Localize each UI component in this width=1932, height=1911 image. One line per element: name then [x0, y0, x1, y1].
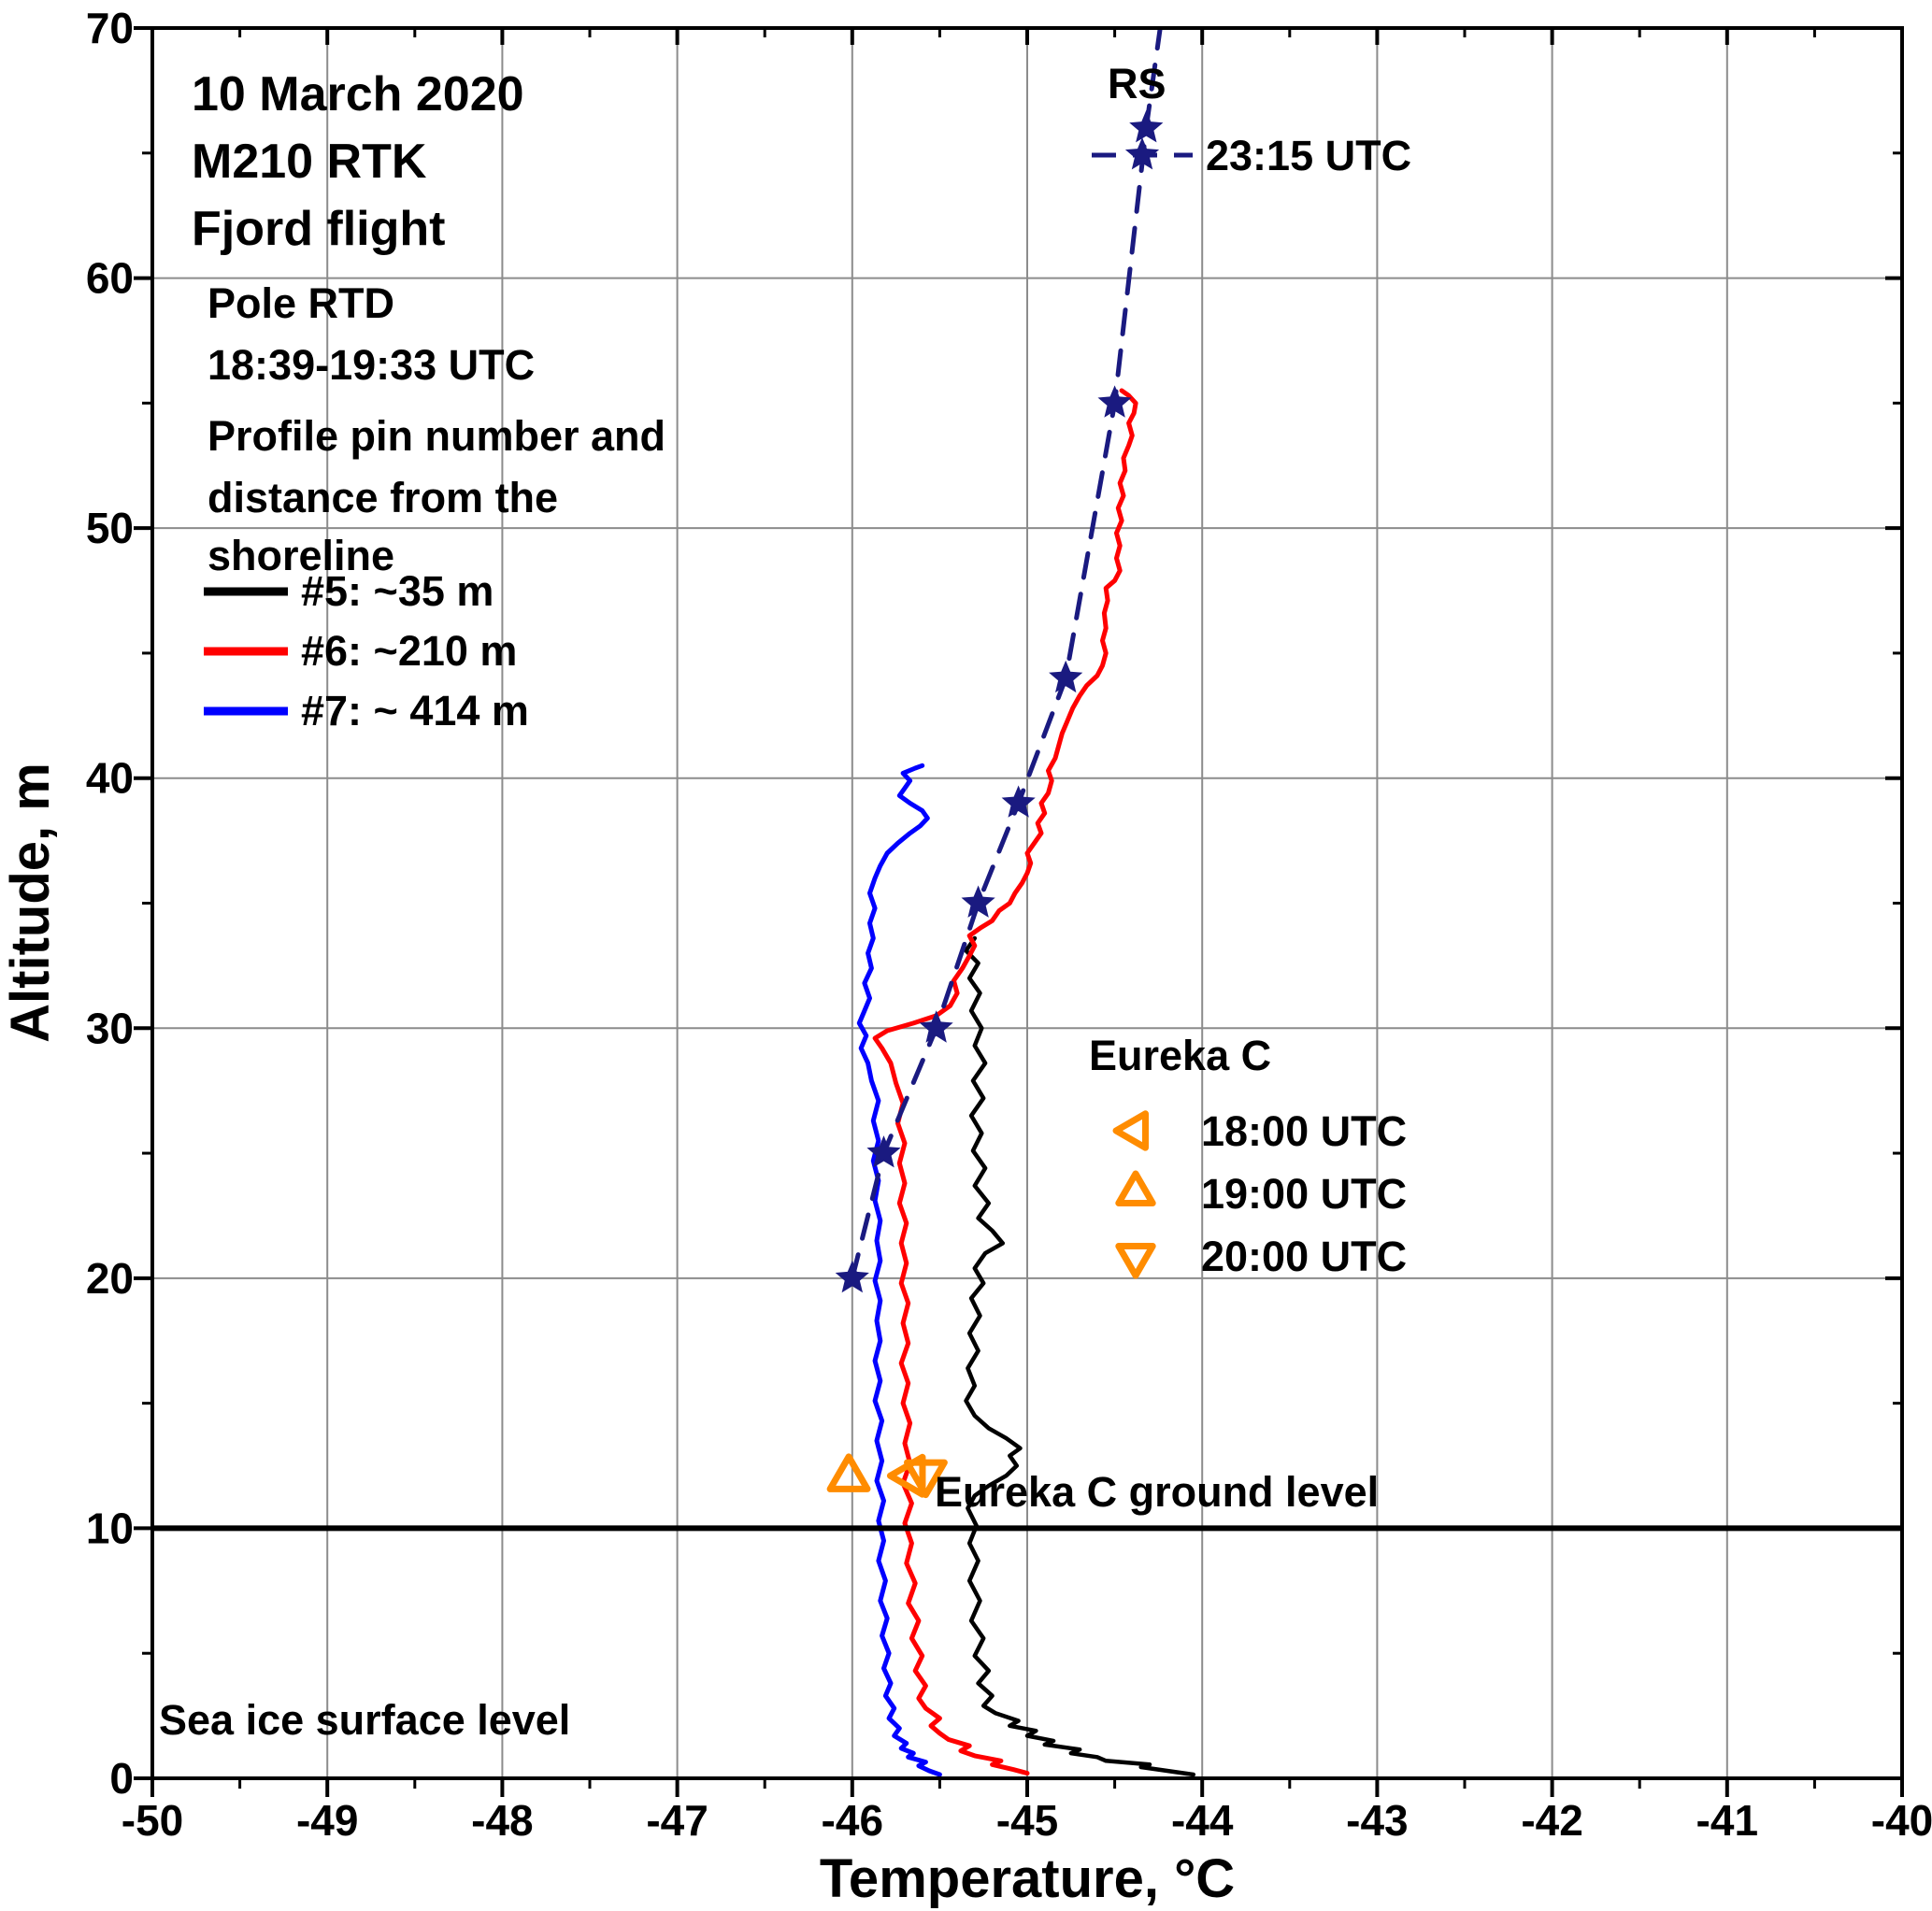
rs-star-marker: [1097, 385, 1132, 418]
eureka-legend-label-1900: 19:00 UTC: [1201, 1170, 1407, 1218]
x-tick-label: -40: [1871, 1796, 1932, 1845]
y-tick-label: 70: [86, 4, 134, 52]
legend-profile-5-label: #5: ~35 m: [301, 567, 494, 615]
y-tick-label: 20: [86, 1254, 134, 1303]
y-tick-label: 60: [86, 254, 134, 303]
gridlines: [152, 28, 1902, 1778]
x-tick-label: -49: [296, 1796, 358, 1845]
rs-legend-star: [1124, 137, 1160, 170]
legend-profile-6-label: #6: ~210 m: [301, 627, 517, 675]
rs-star-marker: [835, 1260, 869, 1293]
x-tick-label: -45: [996, 1796, 1058, 1845]
eureka-legend-triangle-left: [1112, 1110, 1149, 1151]
eureka-legend-label-2000: 20:00 UTC: [1201, 1233, 1407, 1280]
x-tick-label: -44: [1171, 1796, 1234, 1845]
x-tick-label: -42: [1521, 1796, 1582, 1845]
y-tick-label: 30: [86, 1004, 134, 1052]
eureka-legend-triangle-up: [1115, 1170, 1156, 1206]
eureka-legend-triangle-down: [1115, 1243, 1156, 1279]
series-profile-6: [872, 388, 1138, 1776]
eureka-triangle-up-marker: [826, 1453, 871, 1492]
rs-star-marker: [961, 885, 995, 918]
y-tick-label: 10: [86, 1504, 134, 1552]
y-tick-label: 0: [109, 1754, 134, 1803]
annotations: 10 March 2020 M210 RTK Fjord flight Pole…: [0, 60, 1411, 1909]
flight-label: Fjord flight: [192, 202, 445, 256]
eureka-legend-label-1800: 18:00 UTC: [1201, 1107, 1407, 1155]
y-tick-label: 50: [86, 504, 134, 552]
rs-star-marker: [919, 1010, 953, 1043]
x-tick-label: -46: [822, 1796, 883, 1845]
platform-label: M210 RTK: [192, 135, 427, 189]
profile-note-line1: Profile pin number and: [208, 412, 665, 460]
rs-star-marker: [1049, 660, 1083, 693]
rs-legend-title: RS: [1108, 60, 1166, 107]
series-profile-7: [856, 763, 942, 1777]
legend-profile-7-label: #7: ~ 414 m: [301, 687, 529, 734]
rs-star-marker: [866, 1135, 901, 1168]
rs-legend-label: 23:15 UTC: [1206, 132, 1411, 179]
rs-star-marker: [1001, 785, 1036, 818]
axes: -50 -49 -48 -47 -46 -45 -44 -43 -42 -41 -40 0 10 20 30…: [86, 4, 1932, 1845]
ground-level-label: Eureka C ground level: [935, 1468, 1379, 1516]
eureka-legend-title: Eureka C: [1089, 1032, 1271, 1079]
date-label: 10 March 2020: [192, 67, 524, 121]
sea-ice-label: Sea ice surface level: [159, 1696, 570, 1744]
data-markers: [152, 110, 1902, 1532]
x-tick-label: -43: [1346, 1796, 1408, 1845]
y-tick-label: 40: [86, 754, 134, 803]
y-axis-title: Altitude, m: [0, 763, 61, 1043]
x-axis-title: Temperature, °C: [820, 1848, 1235, 1909]
profile-note-line2: distance from the: [208, 474, 558, 521]
profile-note-line3: shoreline: [208, 532, 394, 579]
x-tick-label: -48: [471, 1796, 533, 1845]
pole-rtd-time: 18:39-19:33 UTC: [208, 341, 535, 389]
rs-star-marker: [1129, 110, 1164, 143]
series-profile-5: [964, 935, 1196, 1777]
x-tick-label: -41: [1696, 1796, 1758, 1845]
pole-rtd-label: Pole RTD: [208, 279, 394, 327]
eureka-triangle-down-marker: [904, 1459, 948, 1499]
x-tick-label: -50: [122, 1796, 183, 1845]
x-tick-label: -47: [646, 1796, 708, 1845]
